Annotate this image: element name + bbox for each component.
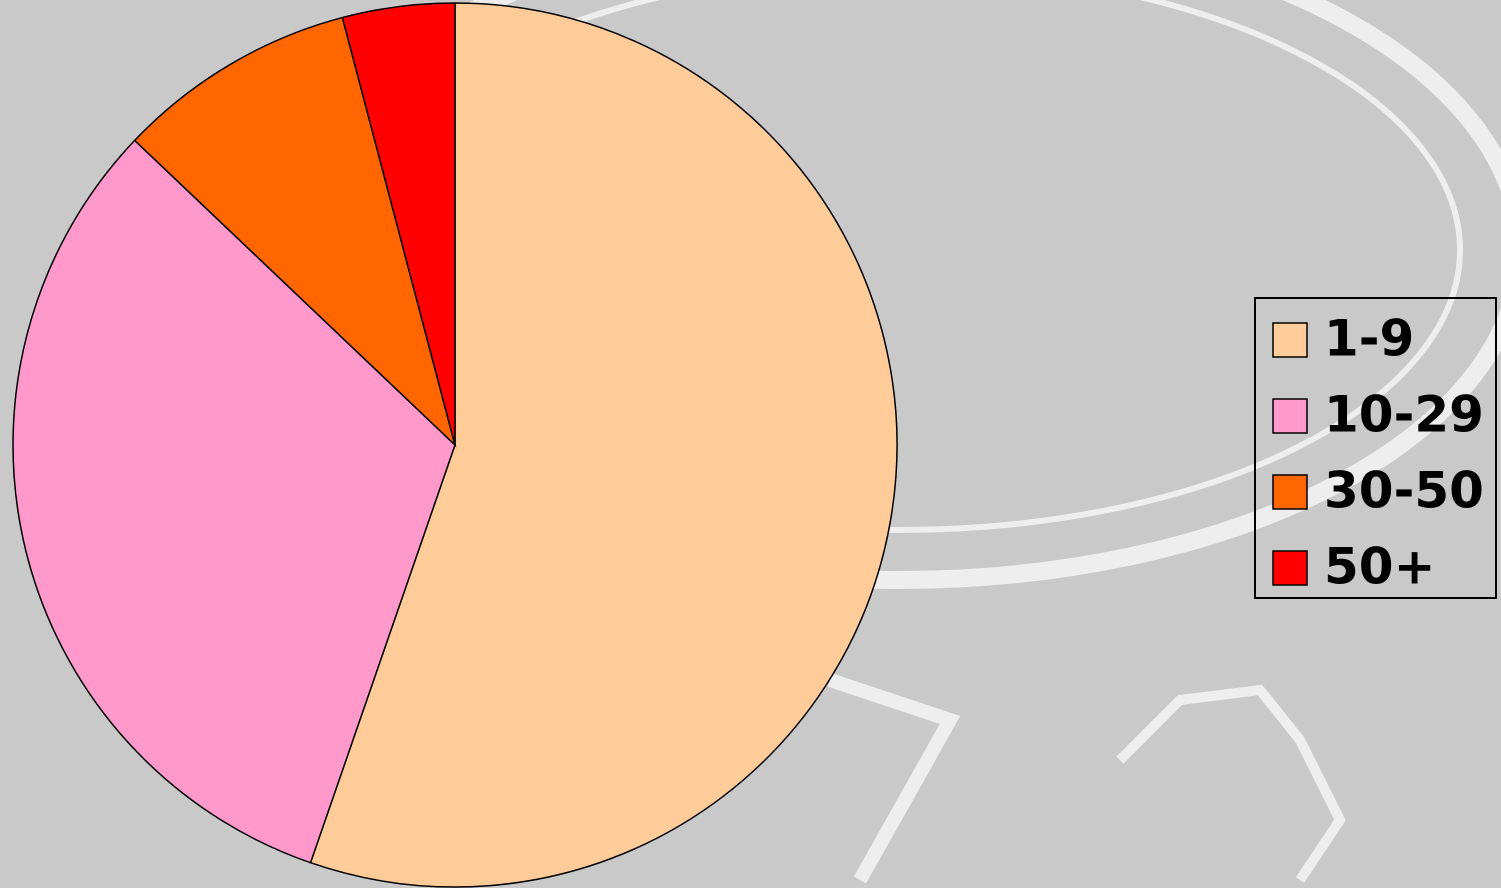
chart: 1-9 10-29 30-50 50+ bbox=[0, 0, 1501, 888]
legend-swatch bbox=[1273, 399, 1307, 433]
page: 1-910-2930-5050+ (() => { const data = J… bbox=[0, 0, 1501, 888]
legend-swatch bbox=[1273, 475, 1307, 509]
legend-label: 1-9 bbox=[1324, 310, 1414, 368]
legend-swatch bbox=[1273, 551, 1307, 585]
pie bbox=[13, 3, 897, 887]
legend-label: 30-50 bbox=[1324, 462, 1484, 520]
legend-label: 50+ bbox=[1324, 538, 1435, 596]
legend-label: 10-29 bbox=[1324, 386, 1484, 444]
legend-swatch bbox=[1273, 323, 1307, 357]
